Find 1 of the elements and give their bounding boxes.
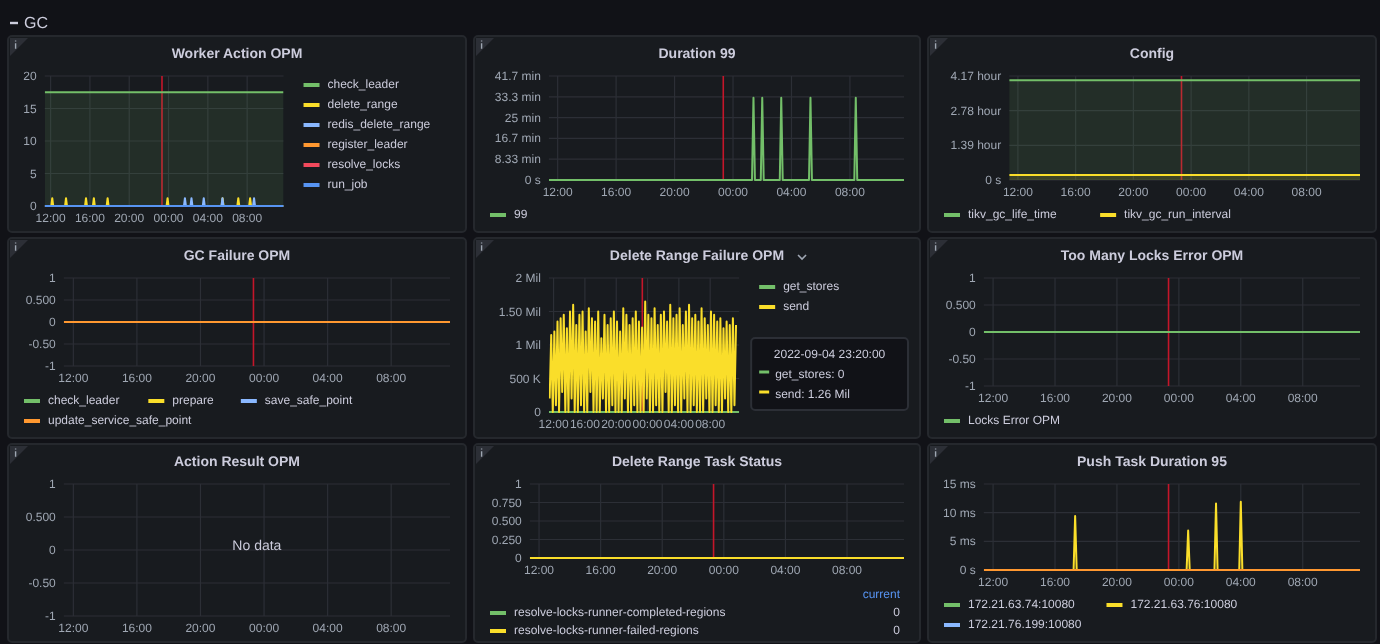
text: GC: [24, 14, 49, 32]
